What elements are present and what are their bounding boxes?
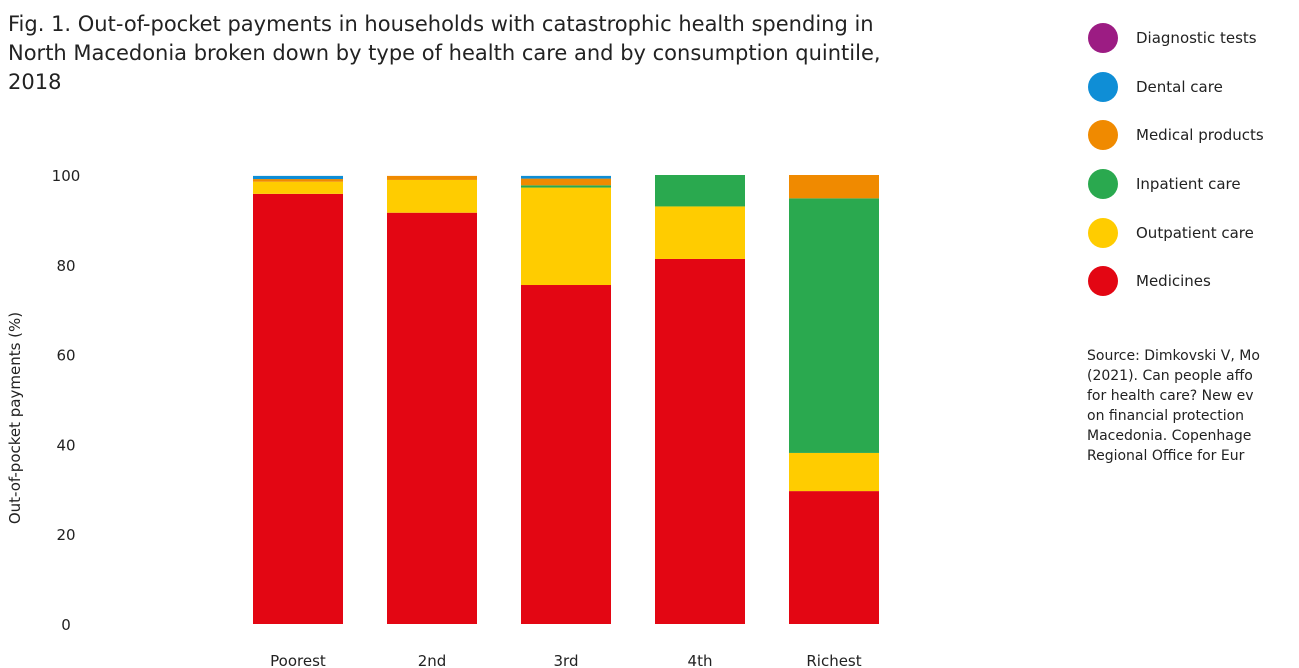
x-tick-label: Poorest [270,652,326,668]
x-tick-label: Richest [806,652,861,668]
legend: Diagnostic tests Dental care Medical produ… [1088,14,1264,306]
bar-segment-medicines [789,491,879,624]
bar-segment-medicines [655,258,745,624]
legend-swatch [1088,23,1118,54]
legend-item: Outpatient care [1088,208,1264,257]
legend-item: Diagnostic tests [1088,14,1264,63]
bar-segment-dental-care [521,175,611,179]
legend-swatch [1088,169,1118,200]
legend-label: Dental care [1136,77,1223,96]
chart-title: Fig. 1. Out-of-pocket payments in househ… [8,12,881,94]
x-tick-label: 4th [688,652,713,668]
source-note: Source: Dimkovski V, Mo (2021). Can peop… [1087,348,1260,464]
x-tick-label: 2nd [418,652,447,668]
y-axis-label: Out-of-pocket payments (%) [6,312,24,524]
y-tick-label: 80 [56,257,75,275]
bar-segment-inpatient-care [789,198,879,453]
bar-segment-outpatient-care [655,206,745,259]
bar-segment-medical-products [521,178,611,186]
legend-label: Outpatient care [1136,223,1254,242]
bar-segment-inpatient-care [521,185,611,188]
bar-segment-outpatient-care [253,181,343,194]
bars [253,175,879,624]
legend-label: Diagnostic tests [1136,29,1257,48]
bar-segment-outpatient-care [387,179,477,213]
stacked-bar-chart: 0 20 40 60 80 100 Poorest 2nd 3rd 4th Richest Out… [6,167,879,668]
legend-item: Dental care [1088,63,1264,112]
y-tick-label: 60 [56,347,75,365]
y-axis: 0 20 40 60 80 100 [52,167,81,634]
bar-segment-dental-care [253,175,343,180]
legend-swatch [1088,217,1118,248]
legend-label: Inpatient care [1136,175,1241,194]
bar-segment-inpatient-care [655,175,745,207]
bar-segment-medicines [521,285,611,624]
y-tick-label: 20 [56,526,75,544]
bar-segment-medical-products [387,175,477,180]
x-tick-label: 3rd [554,652,579,668]
bar-segment-medicines [387,212,477,624]
legend-item: Inpatient care [1088,160,1264,209]
legend-label: Medical products [1136,126,1264,145]
y-tick-label: 40 [56,436,75,454]
y-tick-label: 100 [52,167,81,185]
bar-segment-outpatient-care [521,187,611,286]
legend-label: Medicines [1136,272,1211,291]
legend-swatch [1088,71,1118,102]
legend-item: Medical products [1088,111,1264,160]
bar-segment-outpatient-care [789,452,879,492]
x-axis: Poorest 2nd 3rd 4th Richest [270,652,862,668]
bar-segment-medicines [253,193,343,624]
bar-segment-medical-products [253,179,343,182]
bar-segment-medical-products [789,175,879,199]
legend-item: Medicines [1088,257,1264,306]
y-tick-label: 0 [61,616,71,634]
legend-swatch [1088,120,1118,151]
legend-swatch [1088,266,1118,297]
